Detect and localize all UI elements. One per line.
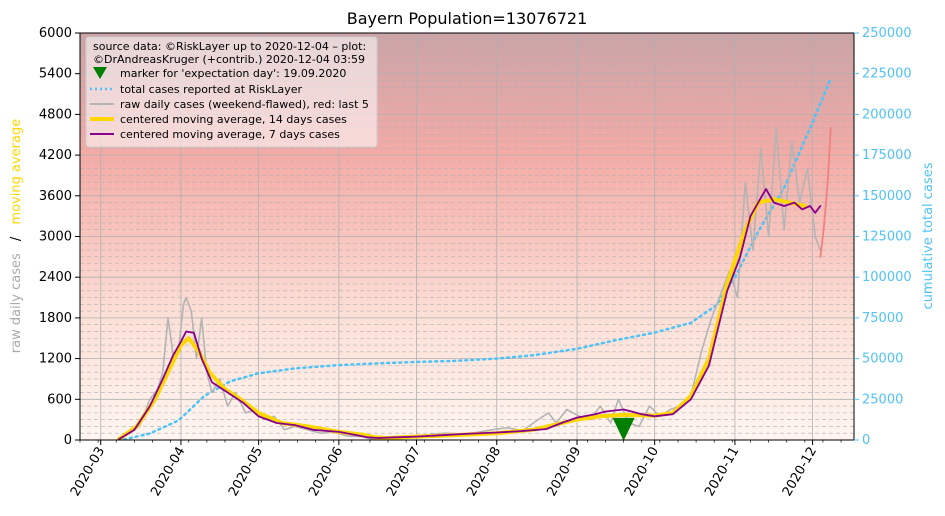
y-tick-label-right: 150000: [862, 189, 912, 204]
y-tick-label-left: 0: [64, 433, 72, 448]
x-tick-label: 2020-06: [306, 445, 346, 500]
y-tick-label-left: 5400: [39, 67, 72, 82]
chart-title: Bayern Population=13076721: [347, 9, 588, 28]
legend-ma7-label: centered moving average, 7 days cases: [120, 128, 340, 141]
legend-marker-label: marker for 'expectation day': 19.09.2020: [120, 67, 346, 80]
y-tick-label-right: 75000: [862, 311, 903, 326]
legend-box: [85, 36, 378, 148]
ma7-line: [117, 188, 822, 440]
series-layer: [116, 77, 832, 440]
y-tick-label-right: 25000: [862, 392, 903, 407]
y-tick-label-left: 4800: [39, 107, 72, 122]
legend-source-line-2: ©DrAndreasKruger (+contrib.) 2020-12-04 …: [93, 53, 365, 66]
y-tick-label-right: 100000: [862, 270, 912, 285]
legend-ma14-label: centered moving average, 14 days cases: [120, 113, 347, 126]
y-tick-label-right: 175000: [862, 148, 912, 163]
y-tick-label-left: 600: [47, 392, 72, 407]
x-tick-label: 2020-05: [226, 445, 266, 500]
y-tick-label-right: 250000: [862, 26, 912, 41]
x-tick-label: 2020-11: [702, 445, 742, 500]
y-tick-label-left: 1200: [39, 352, 72, 367]
y-tick-label-right: 50000: [862, 352, 903, 367]
y-tick-label-right: 225000: [862, 67, 912, 82]
x-tick-label: 2020-03: [68, 445, 108, 500]
legend-total-label: total cases reported at RiskLayer: [120, 83, 303, 96]
x-tick-label: 2020-04: [148, 445, 188, 500]
x-tick-label: 2020-10: [622, 445, 662, 500]
y-tick-label-left: 1800: [39, 311, 72, 326]
y-tick-label-right: 200000: [862, 107, 912, 122]
legend-marker-swatch: [93, 67, 107, 79]
x-tick-label: 2020-12: [780, 445, 820, 500]
y-tick-label-left: 3000: [39, 230, 72, 245]
y-tick-label-right: 0: [862, 433, 870, 448]
y-tick-label-left: 3600: [39, 189, 72, 204]
raw-last5-line: [819, 127, 832, 258]
y-axis-label-left: raw daily cases / moving average: [9, 119, 24, 353]
legend-raw-label: raw daily cases (weekend-flawed), red: l…: [120, 98, 369, 111]
expectation-day-marker: [612, 417, 635, 440]
x-tick-label: 2020-08: [464, 445, 504, 500]
legend-source-line-1: source data: ©RiskLayer up to 2020-12-04…: [93, 40, 366, 53]
y-tick-label-left: 6000: [39, 26, 72, 41]
y-axis-label-right: cumulative total cases: [921, 162, 936, 309]
x-tick-label: 2020-07: [384, 445, 424, 500]
y-tick-label-right: 125000: [862, 230, 912, 245]
y-label-raw-part: raw daily cases: [9, 253, 24, 353]
x-tick-label: 2020-09: [544, 445, 584, 500]
y-label-separator: /: [9, 236, 24, 241]
y-tick-label-left: 4200: [39, 148, 72, 163]
legend: source data: ©RiskLayer up to 2020-12-04…: [85, 36, 378, 148]
y-tick-label-left: 2400: [39, 270, 72, 285]
y-label-ma-part: moving average: [9, 119, 24, 225]
